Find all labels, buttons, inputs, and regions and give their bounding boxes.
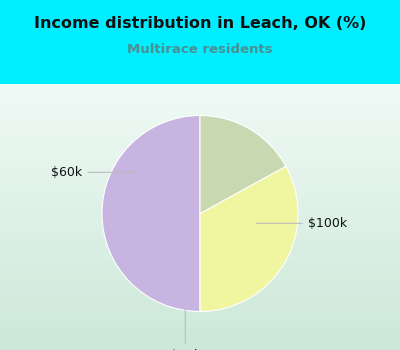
Text: Income distribution in Leach, OK (%): Income distribution in Leach, OK (%) <box>34 16 366 31</box>
Text: Multirace residents: Multirace residents <box>127 43 273 56</box>
Wedge shape <box>200 116 286 214</box>
Text: $100k: $100k <box>257 217 347 230</box>
Wedge shape <box>200 166 298 312</box>
Text: $50k: $50k <box>170 309 201 350</box>
Text: City-Data.com: City-Data.com <box>250 123 334 136</box>
Wedge shape <box>102 116 200 312</box>
Text: $60k: $60k <box>51 166 136 179</box>
